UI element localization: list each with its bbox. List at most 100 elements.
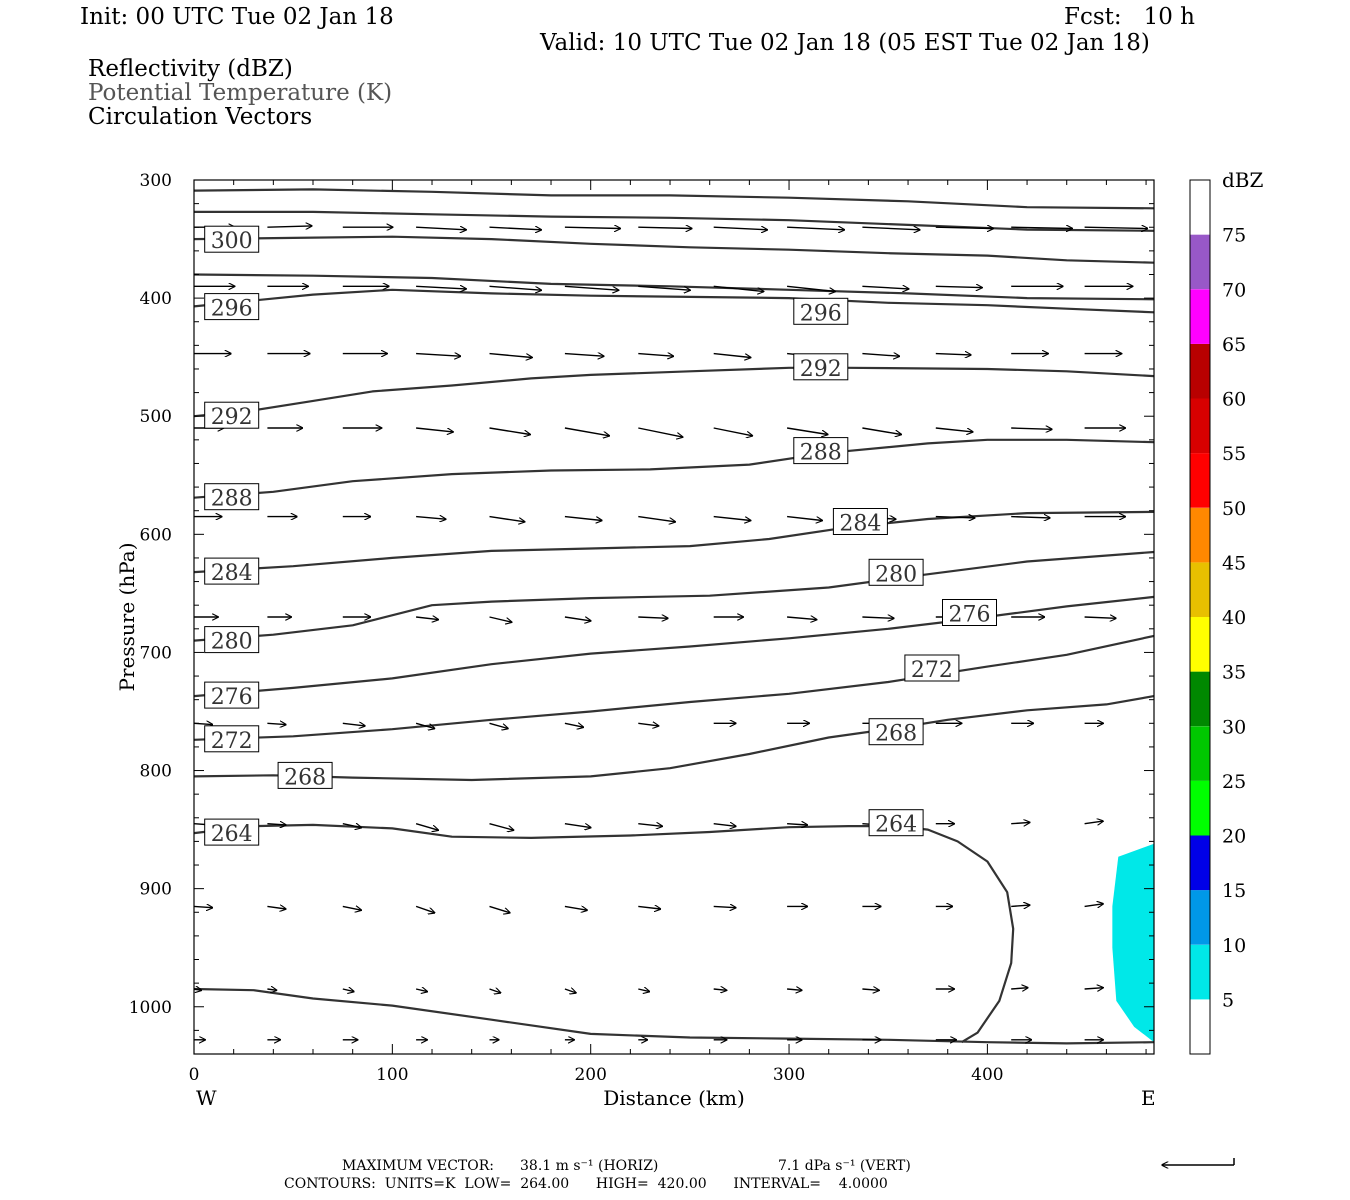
circulation-vector — [713, 906, 736, 907]
svg-text:296: 296 — [800, 301, 842, 326]
circulation-vector — [416, 517, 446, 520]
theta-contour-label: 280 — [204, 626, 260, 655]
circulation-vector — [489, 616, 512, 622]
theta-contour-label: 296 — [204, 293, 260, 322]
circulation-vector — [1084, 821, 1104, 824]
circulation-vector — [935, 427, 973, 432]
circulation-vector — [713, 515, 751, 521]
theta-contour-label: 268 — [277, 761, 333, 790]
plot-frame — [193, 179, 1155, 1055]
colorbar-label: 10 — [1222, 935, 1246, 957]
circulation-vector — [713, 352, 751, 358]
y-tick-label: 600 — [140, 525, 172, 545]
colorbar-swatch — [1190, 234, 1210, 290]
circulation-vector — [935, 354, 971, 355]
theta-contour-10 — [193, 987, 1155, 1045]
circulation-vector — [489, 352, 533, 358]
theta-contour-label: 296 — [793, 297, 849, 326]
colorbar-label: 35 — [1222, 662, 1246, 684]
colorbar-swatch — [1190, 617, 1210, 672]
theta-contour-label: 264 — [868, 809, 924, 838]
y-tick-label: 800 — [140, 762, 172, 782]
svg-text:284: 284 — [211, 561, 253, 586]
circulation-vector — [416, 227, 466, 230]
circulation-vector — [713, 285, 764, 291]
circulation-vector — [787, 515, 822, 521]
y-tick-label: 1000 — [129, 998, 172, 1018]
circulation-vector — [489, 227, 542, 230]
circulation-vector — [638, 824, 662, 827]
circulation-vector — [787, 824, 807, 825]
y-tick-label: 300 — [140, 171, 172, 191]
svg-text:272: 272 — [911, 658, 953, 683]
colorbar-swatch — [1190, 835, 1210, 891]
theta-contour-label: 268 — [868, 718, 924, 747]
circulation-vector — [1084, 227, 1148, 228]
circulation-vector — [713, 824, 736, 827]
colorbar-swatch — [1190, 780, 1210, 836]
circulation-vector — [267, 989, 276, 990]
x-tick-label: 400 — [971, 1065, 1003, 1085]
theta-contour-label: 272 — [904, 654, 960, 683]
svg-text:276: 276 — [211, 685, 253, 710]
colorbar-label: 75 — [1222, 225, 1246, 247]
circulation-vector — [193, 906, 213, 907]
circulation-vector — [415, 989, 427, 992]
circulation-vector — [713, 989, 727, 990]
circulation-vector — [862, 989, 879, 990]
x-tick-label: 200 — [574, 1065, 606, 1085]
x-tick-label: 300 — [773, 1065, 805, 1085]
circulation-vector — [935, 286, 982, 287]
circulation-vector — [638, 515, 675, 522]
init-time: Init: 00 UTC Tue 02 Jan 18 — [80, 4, 394, 30]
colorbar-swatch — [1190, 398, 1210, 454]
svg-text:264: 264 — [211, 822, 253, 847]
theta-contour-268 — [193, 695, 1155, 782]
field-circulation-vectors: Circulation Vectors — [88, 104, 313, 130]
circulation-vector — [638, 354, 673, 357]
max-vector-vert: 7.1 dPa s⁻¹ (VERT) — [778, 1158, 911, 1174]
circulation-vector — [267, 824, 286, 825]
colorbar-label: 45 — [1222, 552, 1246, 574]
circulation-vector — [267, 906, 286, 909]
circulation-vector — [713, 427, 753, 436]
colorbar-unit: dBZ — [1222, 168, 1264, 192]
svg-text:296: 296 — [211, 297, 253, 322]
x-end-label-west: W — [196, 1086, 217, 1110]
circulation-vector — [713, 227, 768, 230]
y-axis-label: Pressure (hPa) — [115, 543, 139, 692]
theta-contour-label: 264 — [204, 818, 260, 847]
theta-contour-264 — [193, 823, 1015, 1044]
svg-text:272: 272 — [211, 729, 253, 754]
circulation-vector — [786, 427, 828, 435]
theta-contour-label: 280 — [868, 558, 924, 587]
circulation-vector — [342, 723, 365, 726]
circulation-vector — [416, 617, 438, 620]
theta-contour-11 — [193, 188, 1155, 210]
circulation-vector — [564, 616, 591, 621]
circulation-vector — [1011, 905, 1029, 906]
colorbar-label: 20 — [1222, 826, 1246, 848]
svg-text:268: 268 — [284, 765, 326, 790]
theta-contour-292 — [193, 366, 1155, 418]
y-tick-label: 400 — [140, 289, 172, 309]
circulation-vector — [638, 427, 682, 437]
svg-text:264: 264 — [875, 813, 917, 838]
theta-contour-300 — [193, 235, 1155, 264]
theta-contour-label: 288 — [204, 483, 260, 512]
colorbar-label: 15 — [1222, 880, 1246, 902]
circulation-vector — [489, 905, 510, 912]
x-axis-label: Distance (km) — [603, 1086, 745, 1110]
colorbar-label: 5 — [1222, 989, 1234, 1011]
theta-contour-label: 284 — [204, 557, 260, 586]
svg-text:292: 292 — [211, 405, 253, 430]
x-end-label-east: E — [1141, 1086, 1156, 1110]
svg-text:268: 268 — [875, 722, 917, 747]
colorbar-swatch — [1190, 562, 1210, 617]
circulation-vector — [935, 227, 993, 228]
circulation-vector — [1011, 227, 1072, 228]
colorbar-frame — [1189, 179, 1211, 1055]
circulation-vector — [416, 427, 453, 432]
theta-contour-13 — [193, 273, 1155, 301]
theta-contour-label: 292 — [793, 353, 849, 382]
